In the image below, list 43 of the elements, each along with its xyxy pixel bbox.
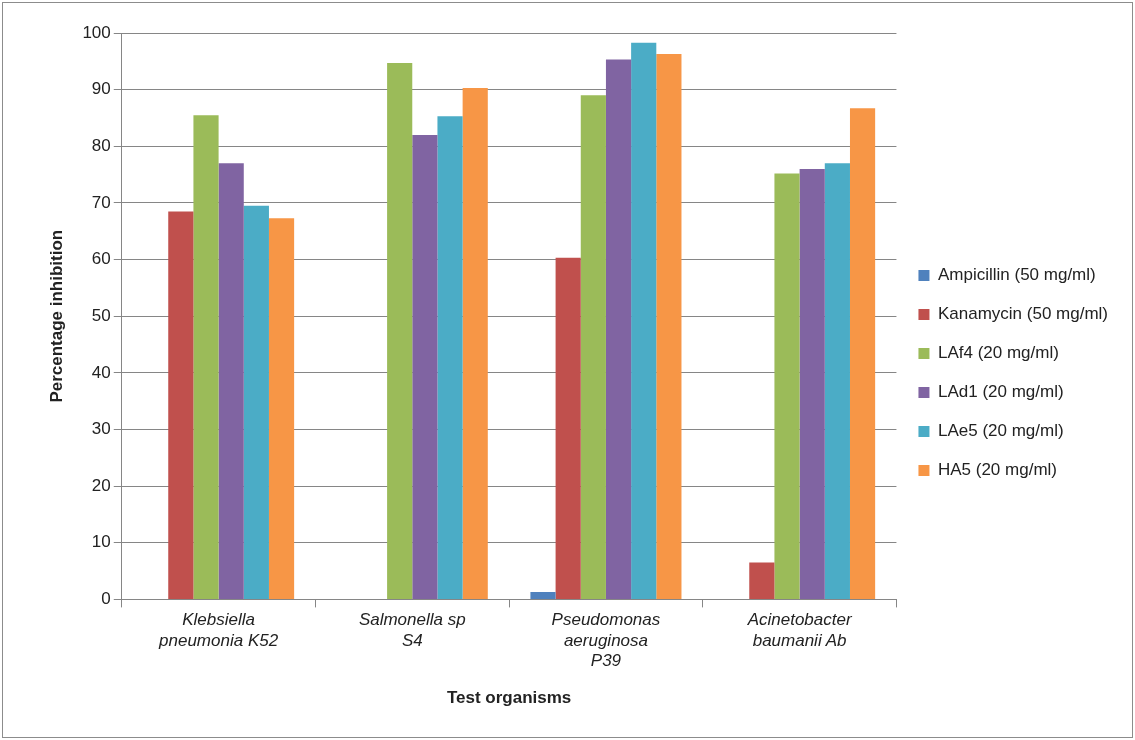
- bar: [243, 205, 269, 599]
- bar: [824, 163, 850, 599]
- bar: [774, 173, 800, 599]
- legend-label: LAe5 (20 mg/ml): [937, 421, 1064, 441]
- y-tick-label: 50: [91, 305, 111, 325]
- bar: [218, 163, 244, 599]
- legend-label: Ampicillin (50 mg/ml): [937, 265, 1096, 285]
- x-axis-title: Test organisms: [446, 688, 572, 708]
- y-tick-label: 0: [101, 589, 111, 609]
- x-tick-label: Acinetobacter baumanii Ab: [746, 610, 853, 650]
- legend-label: LAd1 (20 mg/ml): [937, 382, 1064, 402]
- bar: [462, 87, 488, 599]
- y-axis-title: Percentage inhibition: [46, 229, 66, 403]
- y-tick-label: 20: [91, 475, 111, 495]
- bar: [168, 211, 194, 599]
- bar: [749, 562, 775, 599]
- bar: [656, 53, 682, 599]
- y-tick-label: 40: [91, 362, 111, 382]
- x-tick-label: Klebsiella pneumonia K52: [158, 610, 279, 650]
- bar: [437, 116, 463, 599]
- bar: [268, 218, 295, 599]
- bar: [849, 108, 876, 599]
- y-tick-label: 90: [91, 79, 111, 99]
- bar: [412, 134, 438, 599]
- bar: [605, 59, 632, 599]
- legend-label: HA5 (20 mg/ml): [937, 460, 1057, 480]
- x-tick-label: Pseudomonas aeruginosa P39: [551, 610, 661, 671]
- bar: [799, 168, 825, 599]
- x-tick-label: Salmonella sp S4: [358, 610, 466, 650]
- y-tick-label: 100: [82, 22, 111, 42]
- bar: [193, 115, 219, 599]
- y-tick-label: 30: [91, 419, 111, 439]
- bar: [530, 592, 556, 599]
- y-tick-label: 80: [91, 135, 111, 155]
- bar: [555, 257, 581, 599]
- y-tick-label: 60: [91, 249, 111, 269]
- bar: [387, 63, 413, 599]
- legend-label: LAf4 (20 mg/ml): [937, 343, 1059, 363]
- bar: [631, 42, 657, 599]
- y-tick-label: 10: [91, 532, 111, 552]
- bar: [580, 95, 606, 599]
- legend-label: Kanamycin (50 mg/ml): [937, 304, 1109, 324]
- y-tick-label: 70: [91, 192, 111, 212]
